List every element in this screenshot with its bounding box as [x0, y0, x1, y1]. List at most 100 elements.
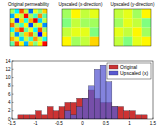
heatmap-cell: [142, 18, 151, 27]
x-tick-label: -0.5: [55, 121, 63, 126]
heatmap-cell: [42, 32, 47, 37]
heatmap-cell: [42, 41, 47, 46]
histogram-bar: [77, 98, 83, 119]
heatmap-cell: [62, 37, 71, 46]
histogram-bar: [83, 98, 89, 119]
heatmap-cell: [10, 28, 15, 33]
y-tick-label: 14: [5, 59, 11, 64]
y-tick: [12, 94, 14, 95]
x-tick-label: -1.5: [8, 121, 16, 126]
histogram-bar: [112, 107, 118, 119]
heatmap-cell: [71, 9, 80, 18]
x-tick-label: 1: [128, 121, 131, 126]
x-tick: [153, 118, 154, 120]
heatmap-cell: [90, 18, 99, 27]
heatmap-title: Upscaled (x-direction): [59, 2, 103, 7]
heatmap-cell: [19, 41, 24, 46]
heatmap-cell: [90, 37, 99, 46]
heatmap-cell: [19, 23, 24, 28]
heatmap-cell: [114, 28, 123, 37]
heatmap-frame: [114, 9, 151, 46]
y-tick-label: 2: [8, 108, 11, 113]
histogram-bar: [71, 115, 77, 119]
histogram-bar: [135, 115, 141, 119]
y-tick: [12, 69, 14, 70]
heatmap-cell: [81, 37, 90, 46]
heatmap-cell: [15, 32, 20, 37]
heatmap-cell: [71, 37, 80, 46]
x-tick: [12, 118, 13, 120]
heatmap-cell: [38, 41, 43, 46]
histogram-bar: [65, 111, 71, 119]
heatmap-cell: [15, 14, 20, 19]
heatmap-cell: [19, 37, 24, 42]
y-tick: [12, 61, 14, 62]
heatmap-cell: [90, 28, 99, 37]
heatmap-cell: [123, 9, 132, 18]
heatmap-frame: [62, 9, 99, 46]
heatmap-cell: [38, 9, 43, 14]
histogram-bar: [18, 115, 24, 119]
x-tick: [82, 118, 83, 120]
heatmap-frame: [10, 9, 47, 46]
heatmap-cell: [10, 14, 15, 19]
histogram-bar: [106, 82, 112, 119]
heatmap-cell: [90, 9, 99, 18]
histogram-bar: [36, 111, 42, 119]
x-tick-label: -1: [33, 121, 37, 126]
histogram-bar: [41, 115, 47, 119]
heatmap-cell: [24, 28, 29, 33]
x-tick: [35, 118, 36, 120]
x-tick-label: 0: [81, 121, 84, 126]
heatmap-cell: [38, 14, 43, 19]
heatmap-cell: [38, 32, 43, 37]
heatmap-cell: [133, 9, 142, 18]
heatmap-title: Upscaled (y-direction): [111, 2, 155, 7]
heatmap-cell: [24, 41, 29, 46]
heatmap-cell: [10, 23, 15, 28]
heatmap-cell: [19, 14, 24, 19]
heatmap-cell: [71, 28, 80, 37]
heatmap-cell: [29, 28, 34, 33]
histogram-bar: [130, 111, 136, 119]
heatmap-cell: [10, 9, 15, 14]
y-tick-label: 10: [5, 75, 11, 80]
y-tick-label: 6: [8, 92, 11, 97]
heatmap-cell: [10, 41, 15, 46]
heatmap-cell: [33, 9, 38, 14]
y-tick-label: 4: [8, 100, 11, 105]
heatmap-cell: [42, 14, 47, 19]
heatmap-cell: [42, 23, 47, 28]
legend-label: Upscaled (x): [120, 70, 148, 76]
heatmap-cell: [123, 28, 132, 37]
heatmap-cell: [133, 18, 142, 27]
legend-swatch: [109, 65, 118, 69]
heatmap-cell: [42, 18, 47, 23]
heatmap-cell: [81, 9, 90, 18]
heatmap-cell: [19, 9, 24, 14]
histogram-bar: [100, 65, 106, 119]
histogram-bar: [24, 115, 30, 119]
histogram-bar: [112, 107, 118, 119]
heatmap-cell: [24, 37, 29, 42]
heatmap-cell: [29, 41, 34, 46]
heatmap-cell: [19, 28, 24, 33]
x-tick: [106, 118, 107, 120]
x-tick: [129, 118, 130, 120]
heatmap-cell: [42, 9, 47, 14]
heatmap-cell: [29, 37, 34, 42]
heatmap-cell: [24, 23, 29, 28]
heatmap-title: Original permeability: [8, 2, 50, 7]
heatmap-cell: [15, 23, 20, 28]
heatmap-cell: [15, 37, 20, 42]
heatmap-cell: [142, 37, 151, 46]
y-tick-label: 0: [8, 117, 11, 122]
heatmap-cell: [10, 18, 15, 23]
heatmap-cell: [38, 23, 43, 28]
heatmap-cell: [62, 18, 71, 27]
heatmap-cell: [10, 32, 15, 37]
histogram-bar: [59, 107, 65, 119]
heatmap-cell: [38, 28, 43, 33]
heatmap-cell: [15, 41, 20, 46]
heatmap-cell: [33, 28, 38, 33]
